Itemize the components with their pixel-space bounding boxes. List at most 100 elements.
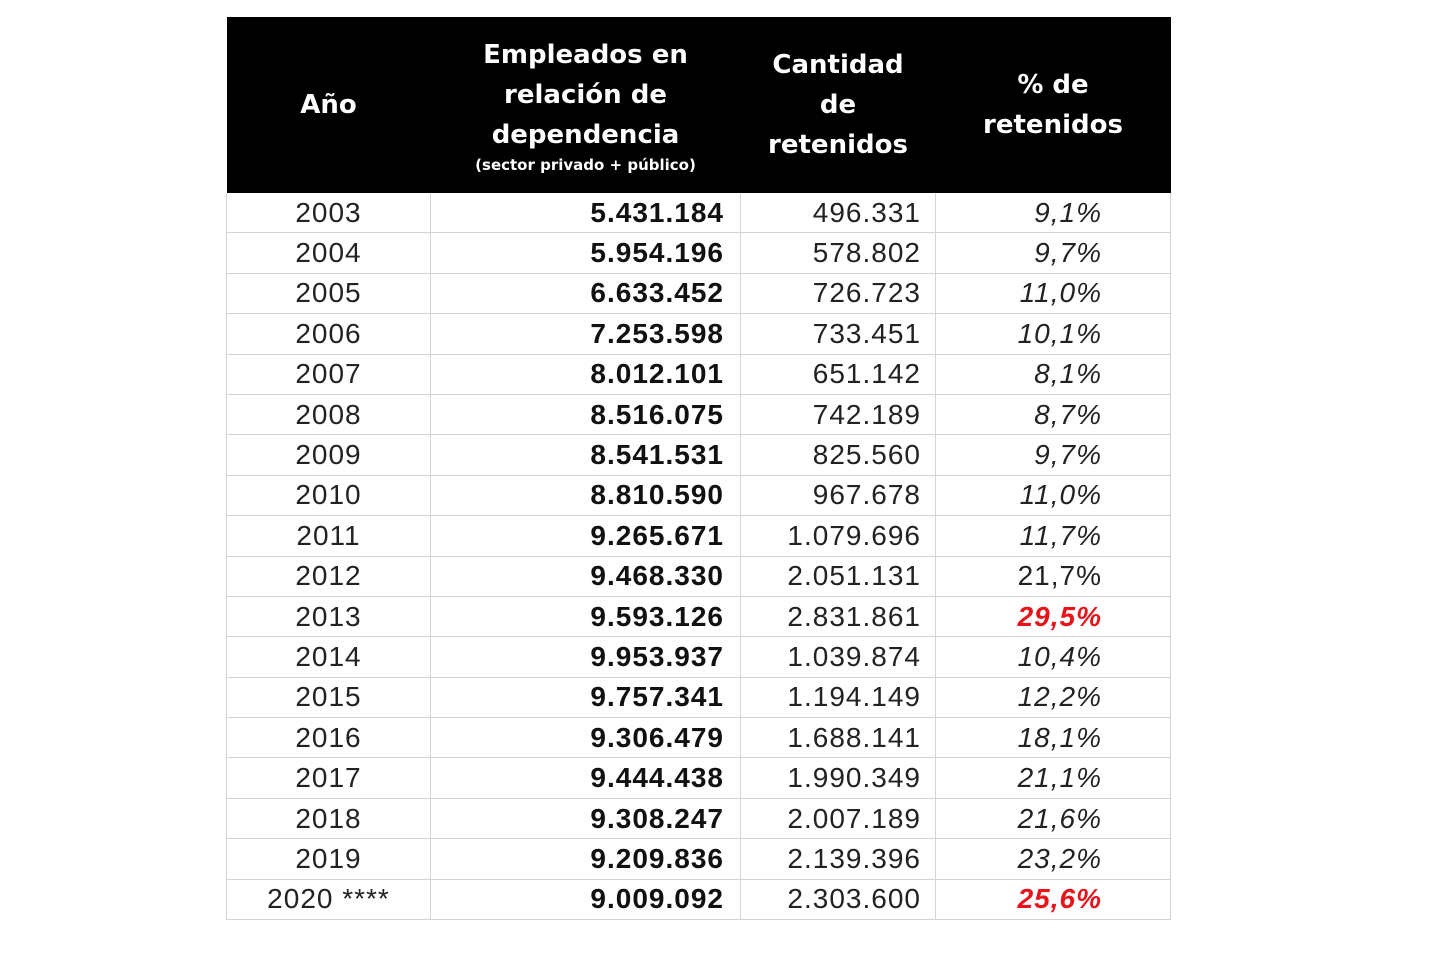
cell-year: 2003: [226, 193, 431, 234]
cell-year: 2020 ****: [226, 879, 431, 921]
table-row: 2012 9.468.330 2.051.131 21,7%: [226, 556, 1171, 597]
cell-employees: 8.012.101: [430, 354, 741, 395]
cell-percent: 8,1%: [935, 354, 1171, 395]
cell-employees: 8.810.590: [430, 475, 741, 517]
cell-percent: 9,7%: [935, 434, 1171, 476]
cell-year: 2009: [226, 434, 431, 476]
cell-employees: 7.253.598: [430, 313, 741, 355]
cell-year: 2008: [226, 394, 431, 436]
table-row: 2007 8.012.101 651.142 8,1%: [226, 354, 1171, 395]
cell-year: 2010: [226, 475, 431, 517]
cell-retained: 726.723: [740, 273, 936, 315]
cell-employees: 9.306.479: [430, 717, 741, 759]
cell-retained: 742.189: [740, 394, 936, 436]
table-row: 2018 9.308.247 2.007.189 21,6%: [226, 798, 1171, 840]
cell-percent: 10,4%: [935, 636, 1171, 678]
cell-employees: 9.444.438: [430, 757, 741, 799]
cell-retained: 2.831.861: [740, 596, 936, 638]
cell-employees: 6.633.452: [430, 273, 741, 315]
retention-table: Año Empleados en relación de dependencia…: [226, 17, 1171, 921]
cell-year: 2005: [226, 273, 431, 315]
cell-year: 2004: [226, 232, 431, 274]
cell-employees: 8.541.531: [430, 434, 741, 476]
header-year-label: Año: [300, 90, 357, 120]
cell-year: 2019: [226, 838, 431, 880]
cell-employees: 9.009.092: [430, 879, 741, 921]
table-row: 2013 9.593.126 2.831.861 29,5%: [226, 596, 1171, 638]
table-row: 2020 **** 9.009.092 2.303.600 25,6%: [226, 879, 1171, 921]
cell-retained: 733.451: [740, 313, 936, 355]
cell-year: 2006: [226, 313, 431, 355]
cell-percent: 21,7%: [935, 556, 1171, 597]
table-row: 2006 7.253.598 733.451 10,1%: [226, 313, 1171, 355]
cell-percent: 9,7%: [935, 232, 1171, 274]
table-row: 2011 9.265.671 1.079.696 11,7%: [226, 515, 1171, 557]
cell-retained: 2.007.189: [740, 798, 936, 840]
table-body: 2003 5.431.184 496.331 9,1% 2004 5.954.196 578…: [226, 193, 1171, 921]
header-employees: Empleados en relación de dependencia (se…: [430, 17, 741, 193]
cell-retained: 1.688.141: [740, 717, 936, 759]
cell-retained: 578.802: [740, 232, 936, 274]
cell-percent: 10,1%: [935, 313, 1171, 355]
cell-employees: 5.431.184: [430, 193, 741, 234]
header-year: Año: [226, 17, 431, 193]
table-row: 2005 6.633.452 726.723 11,0%: [226, 273, 1171, 315]
cell-retained: 967.678: [740, 475, 936, 517]
table-row: 2010 8.810.590 967.678 11,0%: [226, 475, 1171, 517]
cell-year: 2013: [226, 596, 431, 638]
table-row: 2015 9.757.341 1.194.149 12,2%: [226, 677, 1171, 719]
cell-employees: 9.953.937: [430, 636, 741, 678]
header-retained-label: Cantidad de retenidos: [768, 50, 908, 160]
table-row: 2017 9.444.438 1.990.349 21,1%: [226, 757, 1171, 799]
cell-percent: 11,0%: [935, 475, 1171, 517]
cell-percent: 25,6%: [935, 879, 1171, 921]
cell-year: 2014: [226, 636, 431, 678]
cell-retained: 1.039.874: [740, 636, 936, 678]
header-retained: Cantidad de retenidos: [740, 17, 936, 193]
cell-retained: 2.139.396: [740, 838, 936, 880]
table-row: 2009 8.541.531 825.560 9,7%: [226, 434, 1171, 476]
table-row: 2019 9.209.836 2.139.396 23,2%: [226, 838, 1171, 880]
cell-percent: 21,6%: [935, 798, 1171, 840]
cell-retained: 1.990.349: [740, 757, 936, 799]
cell-employees: 9.593.126: [430, 596, 741, 638]
cell-employees: 9.209.836: [430, 838, 741, 880]
cell-retained: 2.303.600: [740, 879, 936, 921]
cell-retained: 1.194.149: [740, 677, 936, 719]
cell-employees: 9.468.330: [430, 556, 741, 597]
cell-percent: 9,1%: [935, 193, 1171, 234]
cell-year: 2018: [226, 798, 431, 840]
cell-year: 2012: [226, 556, 431, 597]
table-row: 2003 5.431.184 496.331 9,1%: [226, 193, 1171, 234]
cell-retained: 2.051.131: [740, 556, 936, 597]
table-row: 2014 9.953.937 1.039.874 10,4%: [226, 636, 1171, 678]
cell-year: 2007: [226, 354, 431, 395]
cell-year: 2017: [226, 757, 431, 799]
cell-employees: 9.308.247: [430, 798, 741, 840]
cell-employees: 8.516.075: [430, 394, 741, 436]
cell-year: 2015: [226, 677, 431, 719]
cell-percent: 21,1%: [935, 757, 1171, 799]
cell-retained: 496.331: [740, 193, 936, 234]
cell-percent: 12,2%: [935, 677, 1171, 719]
table-header: Año Empleados en relación de dependencia…: [226, 17, 1171, 193]
header-percent-label: % de retenidos: [983, 70, 1123, 140]
cell-retained: 651.142: [740, 354, 936, 395]
cell-year: 2011: [226, 515, 431, 557]
cell-percent: 8,7%: [935, 394, 1171, 436]
cell-retained: 1.079.696: [740, 515, 936, 557]
header-employees-label: Empleados en relación de dependencia: [483, 40, 688, 150]
cell-year: 2016: [226, 717, 431, 759]
cell-employees: 9.265.671: [430, 515, 741, 557]
table-row: 2004 5.954.196 578.802 9,7%: [226, 232, 1171, 274]
cell-retained: 825.560: [740, 434, 936, 476]
header-employees-sublabel: (sector privado + público): [475, 156, 696, 174]
cell-percent: 18,1%: [935, 717, 1171, 759]
table-row: 2016 9.306.479 1.688.141 18,1%: [226, 717, 1171, 759]
cell-percent: 23,2%: [935, 838, 1171, 880]
cell-employees: 5.954.196: [430, 232, 741, 274]
header-percent: % de retenidos: [935, 17, 1171, 193]
cell-percent: 11,0%: [935, 273, 1171, 315]
cell-percent: 11,7%: [935, 515, 1171, 557]
cell-percent: 29,5%: [935, 596, 1171, 638]
